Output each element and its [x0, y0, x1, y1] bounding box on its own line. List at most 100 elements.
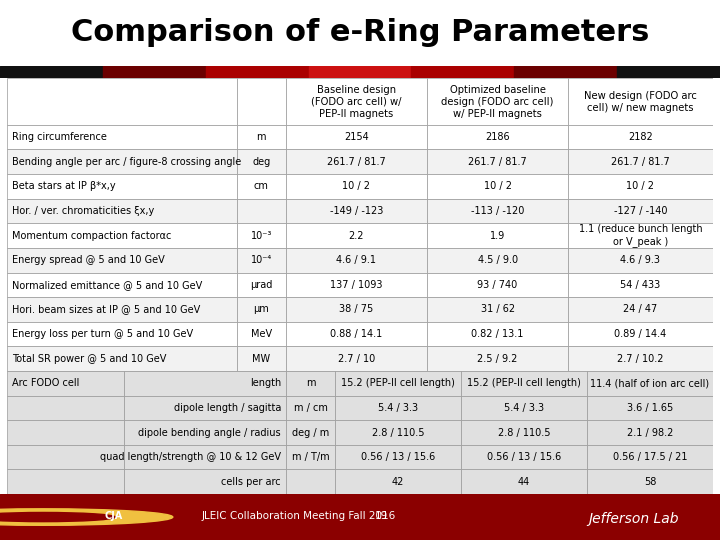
Text: 0.88 / 14.1: 0.88 / 14.1: [330, 329, 382, 339]
Bar: [7, 199, 236, 224]
Text: 38 / 75: 38 / 75: [339, 305, 374, 314]
Text: Comparison of e-Ring Parameters: Comparison of e-Ring Parameters: [71, 18, 649, 47]
Bar: [309, 66, 411, 78]
Text: 11.4 (half of ion arc cell): 11.4 (half of ion arc cell): [590, 379, 709, 388]
Text: 2154: 2154: [344, 132, 369, 142]
Bar: [7, 371, 124, 396]
Bar: [427, 174, 568, 199]
Bar: [236, 174, 286, 199]
Text: 10⁻⁴: 10⁻⁴: [251, 255, 272, 265]
Bar: [568, 125, 713, 150]
Bar: [427, 78, 568, 125]
Text: deg / m: deg / m: [292, 428, 329, 437]
Bar: [236, 248, 286, 273]
Text: 5.4 / 3.3: 5.4 / 3.3: [378, 403, 418, 413]
Text: 44: 44: [518, 477, 530, 487]
Text: Optimized baseline
design (FODO arc cell)
w/ PEP-II magnets: Optimized baseline design (FODO arc cell…: [441, 85, 554, 119]
Bar: [461, 445, 587, 469]
Bar: [286, 297, 427, 322]
Text: 2.8 / 110.5: 2.8 / 110.5: [372, 428, 425, 437]
Text: 2.2: 2.2: [348, 231, 364, 241]
Text: -149 / -123: -149 / -123: [330, 206, 383, 216]
Text: Baseline design
(FODO arc cell) w/
PEP-II magnets: Baseline design (FODO arc cell) w/ PEP-I…: [311, 85, 402, 119]
Bar: [568, 273, 713, 297]
Bar: [427, 150, 568, 174]
Bar: [568, 346, 713, 371]
Text: cells per arc: cells per arc: [221, 477, 281, 487]
Text: 261.7 / 81.7: 261.7 / 81.7: [468, 157, 527, 167]
Bar: [587, 371, 713, 396]
Bar: [103, 66, 206, 78]
Bar: [286, 248, 427, 273]
Text: 261.7 / 81.7: 261.7 / 81.7: [611, 157, 670, 167]
Text: CJA: CJA: [104, 511, 122, 521]
Bar: [286, 371, 336, 396]
Bar: [587, 469, 713, 494]
Bar: [587, 420, 713, 445]
Text: MeV: MeV: [251, 329, 271, 339]
Bar: [236, 224, 286, 248]
Text: m: m: [256, 132, 266, 142]
Text: -127 / -140: -127 / -140: [613, 206, 667, 216]
Text: 1.1 (reduce bunch length
or V_peak ): 1.1 (reduce bunch length or V_peak ): [579, 224, 702, 247]
Bar: [286, 346, 427, 371]
Text: 2186: 2186: [485, 132, 510, 142]
Text: 2.8 / 110.5: 2.8 / 110.5: [498, 428, 550, 437]
Text: Jefferson Lab: Jefferson Lab: [588, 512, 679, 526]
Text: 19: 19: [375, 511, 388, 521]
Bar: [124, 371, 286, 396]
Bar: [568, 297, 713, 322]
Text: deg: deg: [252, 157, 270, 167]
Bar: [286, 224, 427, 248]
Bar: [7, 150, 236, 174]
Bar: [7, 322, 236, 346]
Bar: [236, 125, 286, 150]
Bar: [427, 125, 568, 150]
Text: MW: MW: [252, 354, 270, 364]
Bar: [336, 420, 461, 445]
Bar: [7, 174, 236, 199]
Text: dipole bending angle / radius: dipole bending angle / radius: [138, 428, 281, 437]
Text: 31 / 62: 31 / 62: [480, 305, 515, 314]
Text: Hori. beam sizes at IP @ 5 and 10 GeV: Hori. beam sizes at IP @ 5 and 10 GeV: [12, 305, 200, 314]
Bar: [427, 248, 568, 273]
Bar: [286, 396, 336, 420]
Bar: [236, 346, 286, 371]
Bar: [336, 469, 461, 494]
Bar: [568, 150, 713, 174]
Text: 58: 58: [644, 477, 656, 487]
Text: Ring circumference: Ring circumference: [12, 132, 107, 142]
Bar: [568, 224, 713, 248]
Text: 2.1 / 98.2: 2.1 / 98.2: [626, 428, 673, 437]
Text: 54 / 433: 54 / 433: [621, 280, 661, 290]
Bar: [427, 224, 568, 248]
Bar: [236, 322, 286, 346]
Text: 15.2 (PEP-II cell length): 15.2 (PEP-II cell length): [341, 379, 455, 388]
Text: 1.9: 1.9: [490, 231, 505, 241]
Text: Hor. / ver. chromaticities ξx,y: Hor. / ver. chromaticities ξx,y: [12, 206, 154, 216]
Bar: [124, 469, 286, 494]
Text: 15.2 (PEP-II cell length): 15.2 (PEP-II cell length): [467, 379, 581, 388]
Bar: [336, 396, 461, 420]
Text: JLEIC Collaboration Meeting Fall 2016: JLEIC Collaboration Meeting Fall 2016: [202, 511, 396, 521]
Bar: [124, 420, 286, 445]
Bar: [206, 66, 309, 78]
Circle shape: [0, 509, 173, 525]
Bar: [286, 322, 427, 346]
Bar: [568, 174, 713, 199]
Text: 24 / 47: 24 / 47: [624, 305, 657, 314]
Bar: [7, 273, 236, 297]
Text: 42: 42: [392, 477, 405, 487]
Text: length: length: [250, 379, 281, 388]
Text: 137 / 1093: 137 / 1093: [330, 280, 383, 290]
Text: 2.5 / 9.2: 2.5 / 9.2: [477, 354, 518, 364]
Text: 0.89 / 14.4: 0.89 / 14.4: [614, 329, 667, 339]
Bar: [286, 469, 336, 494]
Bar: [568, 322, 713, 346]
Text: 2182: 2182: [628, 132, 653, 142]
Bar: [7, 224, 236, 248]
Text: μm: μm: [253, 305, 269, 314]
Text: 93 / 740: 93 / 740: [477, 280, 518, 290]
Bar: [461, 371, 587, 396]
Bar: [461, 469, 587, 494]
